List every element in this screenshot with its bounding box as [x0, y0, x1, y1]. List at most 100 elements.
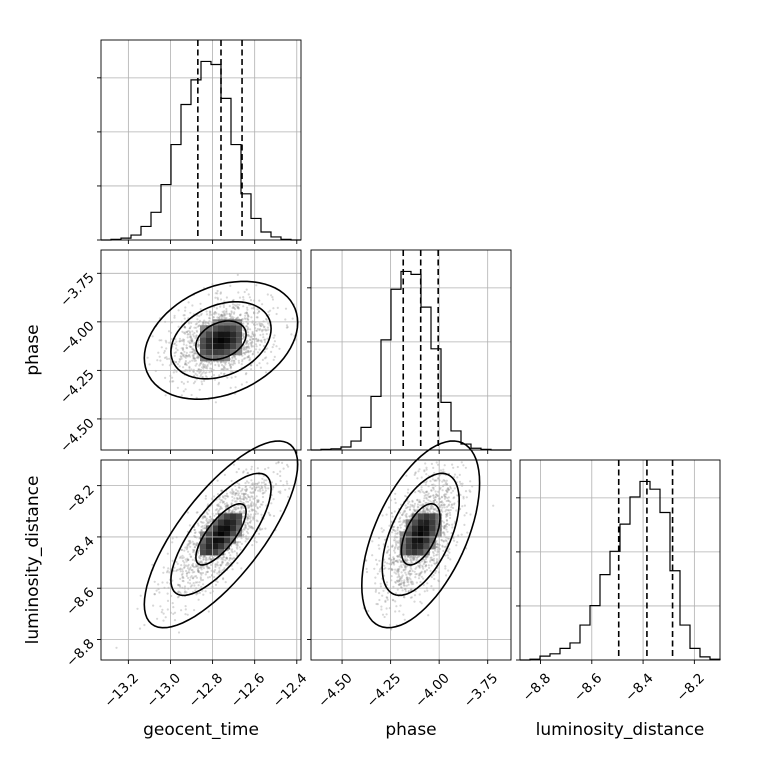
sample-point [397, 574, 400, 578]
sample-point [445, 479, 448, 482]
sample-point [423, 558, 426, 562]
sample-point [386, 591, 390, 595]
sample-point [219, 305, 222, 308]
sample-point [219, 505, 222, 508]
sample-point [222, 555, 225, 559]
sample-point [248, 521, 251, 524]
sample-point [255, 495, 258, 498]
sample-point [436, 553, 439, 556]
sample-point [219, 501, 222, 504]
sample-point [214, 563, 217, 566]
sample-point [247, 354, 250, 357]
sample-point [384, 599, 387, 603]
sample-point [393, 510, 396, 513]
sample-point [261, 486, 264, 490]
sample-point [241, 337, 244, 340]
sample-point [460, 461, 463, 464]
sample-point [198, 364, 201, 367]
sample-point [396, 579, 399, 583]
density-cell [218, 513, 224, 520]
sample-point [151, 335, 154, 338]
sample-point [447, 499, 450, 503]
sample-point [190, 337, 193, 340]
sample-point [441, 531, 444, 535]
sample-point [190, 584, 194, 587]
sample-point [181, 572, 184, 575]
sample-point [399, 577, 402, 580]
sample-point [192, 335, 196, 338]
sample-point [167, 567, 170, 570]
sample-point [216, 289, 219, 293]
sample-point [396, 532, 399, 535]
sample-point [196, 345, 200, 348]
sample-point [244, 496, 247, 499]
sample-point [182, 314, 185, 317]
sample-point [221, 556, 224, 560]
sample-point [184, 613, 187, 616]
sample-point [237, 467, 240, 471]
sample-point [239, 496, 242, 499]
sample-point [430, 462, 433, 465]
sample-point [177, 590, 180, 593]
sample-point [256, 467, 259, 470]
sample-point [408, 500, 411, 503]
sample-point [431, 506, 435, 509]
sample-point [190, 393, 193, 397]
density-cell [423, 537, 430, 544]
sample-point [263, 325, 266, 328]
sample-point [408, 572, 411, 575]
sample-point [223, 300, 226, 303]
sample-point [425, 507, 428, 511]
sample-point [432, 494, 435, 497]
sample-point [397, 555, 400, 558]
sample-point [422, 503, 425, 506]
sample-point [265, 318, 268, 321]
sample-point [394, 501, 397, 504]
y-tick-label: −8.8 [63, 636, 97, 670]
sample-point [248, 359, 251, 362]
sample-point [404, 567, 407, 570]
sample-point [173, 619, 177, 622]
density-cell [224, 525, 230, 532]
sample-point [204, 590, 207, 593]
sample-point [433, 479, 436, 482]
sample-point [181, 557, 184, 560]
sample-point [421, 510, 424, 513]
sample-point [228, 509, 231, 512]
sample-point [173, 351, 176, 355]
sample-point [434, 479, 437, 482]
sample-point [240, 498, 243, 501]
sample-point [243, 336, 246, 339]
sample-point [188, 578, 191, 582]
sample-point [225, 361, 228, 364]
sample-point [188, 553, 191, 556]
sample-point [399, 555, 402, 558]
x-axis-label-luminosity-distance: luminosity_distance [536, 720, 705, 740]
sample-point [285, 480, 288, 483]
sample-point [249, 517, 252, 520]
density-cell [212, 331, 218, 338]
sample-point [217, 570, 221, 574]
y-tick-label: −4.25 [57, 367, 98, 408]
density-cell [224, 513, 230, 520]
sample-point [252, 490, 255, 493]
sample-point [257, 489, 260, 492]
sample-point [204, 497, 207, 500]
sample-point [417, 562, 421, 565]
sample-point [229, 554, 232, 557]
sample-point [439, 469, 443, 472]
sample-point [373, 567, 376, 570]
sample-point [281, 461, 284, 464]
sample-point [284, 318, 287, 321]
sample-point [191, 338, 194, 341]
sample-point [163, 351, 166, 354]
sample-point [250, 491, 253, 495]
density-cell [411, 519, 418, 526]
sample-point [217, 509, 220, 512]
sample-point [424, 510, 427, 513]
sample-point [425, 466, 428, 469]
sample-point [226, 548, 229, 552]
sample-point [392, 528, 395, 532]
sample-point [190, 575, 193, 578]
sample-point [231, 495, 234, 498]
